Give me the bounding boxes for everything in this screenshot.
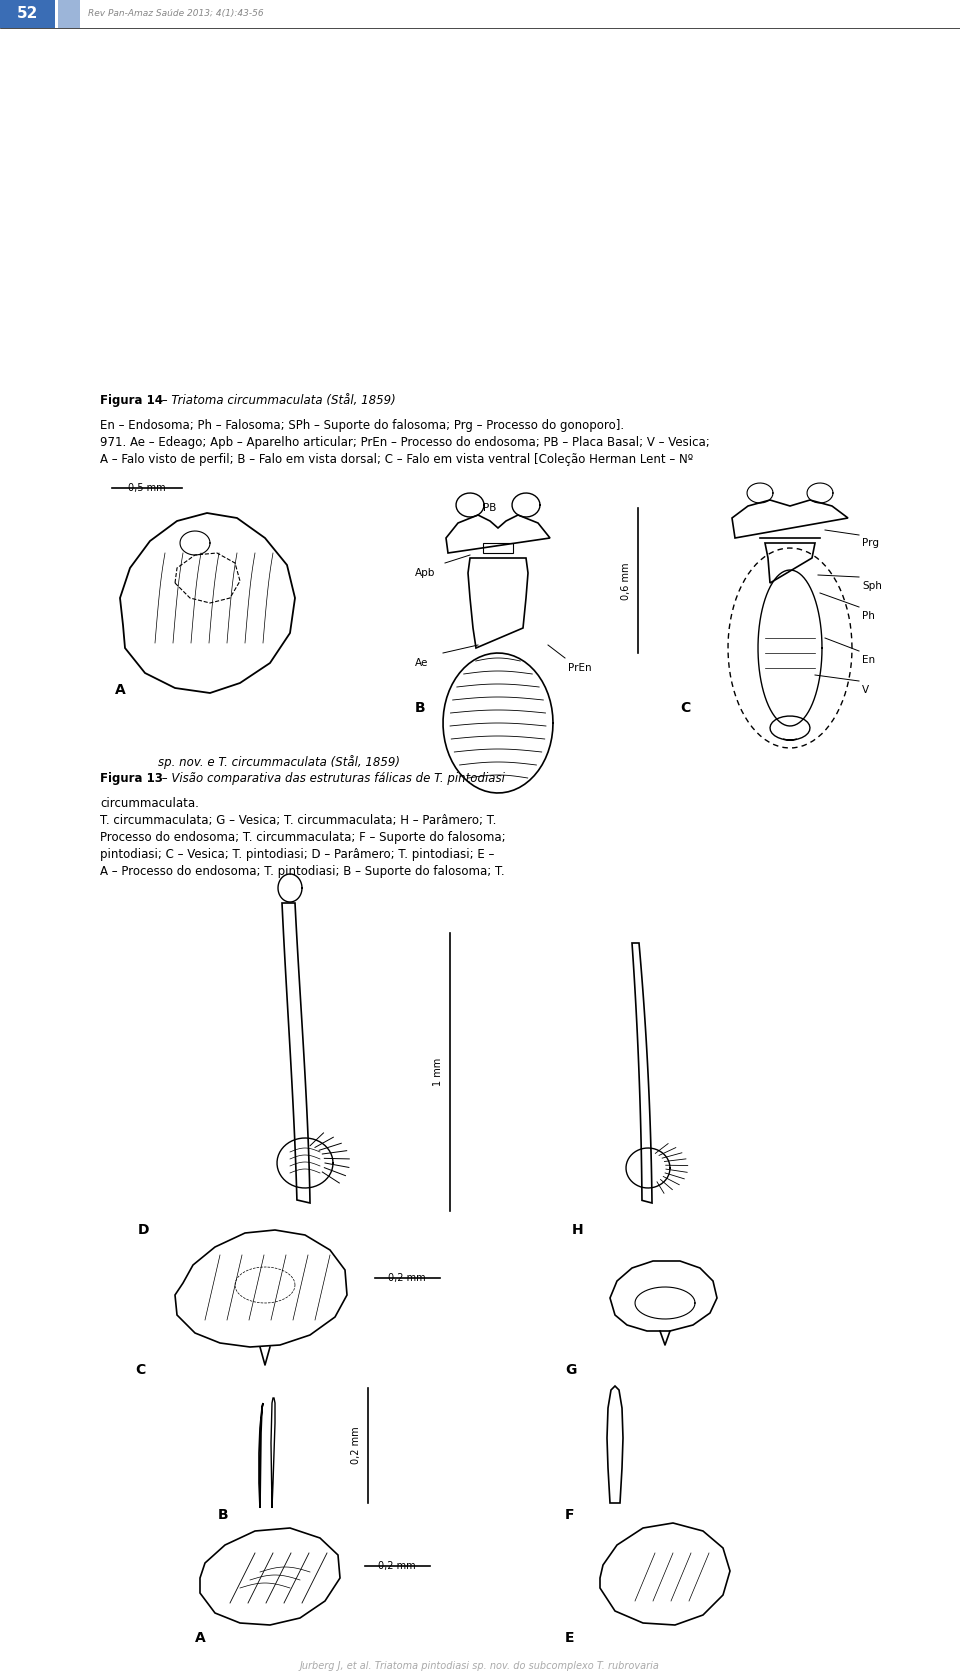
Text: Rev Pan-Amaz Saúde 2013; 4(1):43-56: Rev Pan-Amaz Saúde 2013; 4(1):43-56 [88,8,264,17]
Text: V: V [862,684,869,694]
Text: 0,2 mm: 0,2 mm [378,1561,416,1571]
Text: pintodiasi; C – Vesica; T. pintodiasi; D – Parâmero; T. pintodiasi; E –: pintodiasi; C – Vesica; T. pintodiasi; D… [100,848,494,862]
Text: B: B [218,1507,228,1522]
Text: Ae: Ae [415,657,428,668]
Text: 52: 52 [16,5,37,20]
Text: 971. Ae – Edeago; Apb – Aparelho articular; PrEn – Processo do endosoma; PB – Pl: 971. Ae – Edeago; Apb – Aparelho articul… [100,437,709,448]
Text: PB: PB [483,504,496,514]
Text: C: C [680,701,690,714]
Text: F: F [565,1507,574,1522]
Text: 0,5 mm: 0,5 mm [129,483,166,494]
Text: Figura 13: Figura 13 [100,771,163,785]
Text: G: G [565,1363,576,1377]
Text: Prg: Prg [862,539,879,549]
Text: PrEn: PrEn [568,663,591,673]
Text: A – Falo visto de perfil; B – Falo em vista dorsal; C – Falo em vista ventral [C: A – Falo visto de perfil; B – Falo em vi… [100,453,693,467]
Text: A – Processo do endosoma; T. pintodiasi; B – Suporte do falosoma; T.: A – Processo do endosoma; T. pintodiasi;… [100,865,505,878]
Text: Figura 14: Figura 14 [100,395,163,407]
Text: Processo do endosoma; T. circummaculata; F – Suporte do falosoma;: Processo do endosoma; T. circummaculata;… [100,831,506,843]
Text: C: C [135,1363,145,1377]
Text: A: A [115,683,126,698]
Text: E: E [565,1631,574,1645]
Text: Sph: Sph [862,581,882,591]
Text: circummaculata.: circummaculata. [100,796,199,810]
Text: 0,2 mm: 0,2 mm [388,1273,426,1283]
Text: Apb: Apb [415,569,436,577]
Text: sp. nov. e T. circummaculata (Stål, 1859): sp. nov. e T. circummaculata (Stål, 1859… [158,755,400,770]
Text: A: A [195,1631,205,1645]
Text: D: D [138,1223,150,1236]
Text: 0,2 mm: 0,2 mm [351,1425,361,1464]
Bar [0,0,55,28]
Text: – Visão comparativa das estruturas fálicas de T. pintodiasi: – Visão comparativa das estruturas fálic… [158,771,505,785]
Text: T. circummaculata; G – Vesica; T. circummaculata; H – Parâmero; T.: T. circummaculata; G – Vesica; T. circum… [100,815,496,826]
Text: Ph: Ph [862,611,875,621]
Text: En: En [862,656,876,664]
Text: 0,6 mm: 0,6 mm [621,562,631,599]
Text: 1 mm: 1 mm [433,1057,443,1086]
Text: B: B [415,701,425,714]
Text: – Triatoma circummaculata (Stål, 1859): – Triatoma circummaculata (Stål, 1859) [158,395,396,407]
Text: H: H [572,1223,584,1236]
Bar [58,0,80,28]
Text: En – Endosoma; Ph – Falosoma; SPh – Suporte do falosoma; Prg – Processo do gonop: En – Endosoma; Ph – Falosoma; SPh – Supo… [100,418,624,432]
Text: Jurberg J, et al. Triatoma pintodiasi sp. nov. do subcomplexo T. rubrovaria: Jurberg J, et al. Triatoma pintodiasi sp… [300,1661,660,1671]
